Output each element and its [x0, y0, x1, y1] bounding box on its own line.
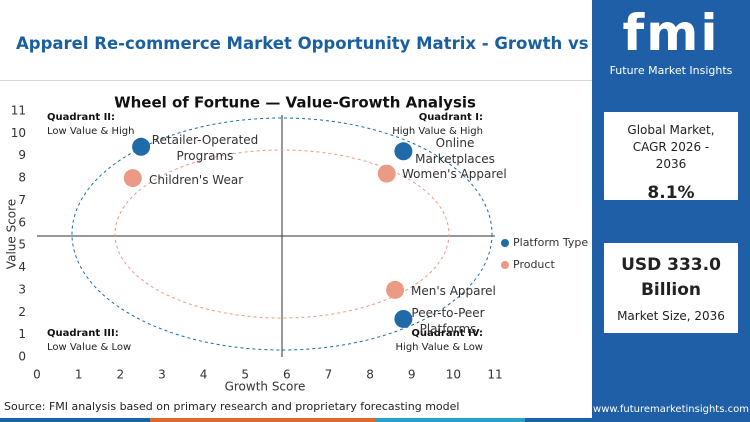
x-tick-label: 8	[366, 368, 374, 382]
brand: Future Market Insights	[609, 64, 733, 77]
y-tick-label: 9	[18, 148, 26, 162]
source: Source: FMI analysis based on primary re…	[4, 400, 460, 413]
y-tick-label: 4	[18, 260, 26, 274]
sidebar: fmi Future Market Insights Global Market…	[592, 0, 750, 418]
x-tick-label: 3	[158, 368, 166, 382]
y-tick-label: 5	[18, 238, 26, 252]
x-tick-label: 7	[325, 368, 333, 382]
chart: Wheel of Fortune — Value-Growth Analysis…	[5, 94, 589, 394]
point	[394, 142, 413, 161]
legend-label: Platform Type	[513, 236, 588, 249]
x-tick-label: 0	[33, 368, 41, 382]
card-value: 8.1%	[647, 183, 695, 203]
quadrant-title: Quadrant III:	[47, 328, 119, 339]
card: Global Market, CAGR 2026 - 2036 8.1%	[604, 112, 738, 203]
y-tick-label: 2	[18, 305, 26, 319]
y-tick-label: 0	[18, 350, 26, 364]
x-tick-label: 9	[408, 368, 416, 382]
page-title: Apparel Re-commerce Market Opportunity M…	[16, 34, 646, 53]
ellipse-guide	[114, 149, 450, 319]
quadrant-title: Quadrant I:	[419, 112, 483, 123]
point-label: Peer-to-Peer Platforms	[411, 306, 485, 336]
point-label: Children's Wear	[149, 173, 244, 187]
point	[123, 169, 142, 188]
x-tick-label: 4	[200, 368, 208, 382]
point	[132, 137, 151, 156]
x-tick-label: 2	[116, 368, 124, 382]
y-axis-label: Value Score	[5, 199, 19, 269]
x-tick-label: 11	[487, 368, 502, 382]
ellipse-guide	[71, 117, 493, 351]
logo: fmi	[622, 4, 720, 62]
x-tick-label: 5	[241, 368, 249, 382]
divider	[0, 80, 592, 81]
point	[377, 164, 396, 183]
quadrant-text: Low Value & High	[47, 126, 134, 137]
y-tick-label: 11	[11, 104, 26, 118]
point-label: Retailer-Operated Programs	[151, 133, 259, 163]
card: USD 333.0 Billion Market Size, 2036	[604, 243, 738, 333]
y-tick-label: 3	[18, 282, 26, 296]
quadrant-text: Low Value & Low	[47, 342, 131, 353]
quadrant-text: High Value & Low	[396, 342, 483, 353]
card-value: USD 333.0 Billion	[621, 255, 721, 300]
card-label: Global Market, CAGR 2026 - 2036	[627, 123, 715, 171]
y-tick-label: 8	[18, 171, 26, 185]
card-label: Market Size, 2036	[617, 309, 725, 323]
point-label: Men's Apparel	[411, 284, 496, 298]
quadrant-title: Quadrant IV:	[411, 328, 483, 339]
x-tick-label: 6	[283, 368, 291, 382]
x-tick-label: 10	[446, 368, 461, 382]
legend-marker	[501, 239, 509, 247]
y-tick-label: 6	[18, 215, 26, 229]
footer-bar	[0, 418, 750, 422]
quadrant-title: Quadrant II:	[47, 112, 115, 123]
point	[386, 280, 405, 299]
quadrant-text: High Value & High	[392, 126, 483, 137]
x-tick-label: 1	[75, 368, 83, 382]
chart-title: Wheel of Fortune — Value-Growth Analysis	[114, 94, 476, 112]
point-label: Online Marketplaces	[415, 136, 495, 166]
point	[394, 309, 413, 328]
y-tick-label: 10	[11, 126, 26, 140]
y-tick-label: 1	[18, 327, 26, 341]
website: www.futuremarketinsights.com	[593, 404, 749, 415]
point-label: Women's Apparel	[402, 167, 507, 181]
y-tick-label: 7	[18, 193, 26, 207]
legend-marker	[501, 261, 509, 269]
legend-label: Product	[513, 258, 555, 271]
x-axis-label: Growth Score	[225, 380, 306, 394]
